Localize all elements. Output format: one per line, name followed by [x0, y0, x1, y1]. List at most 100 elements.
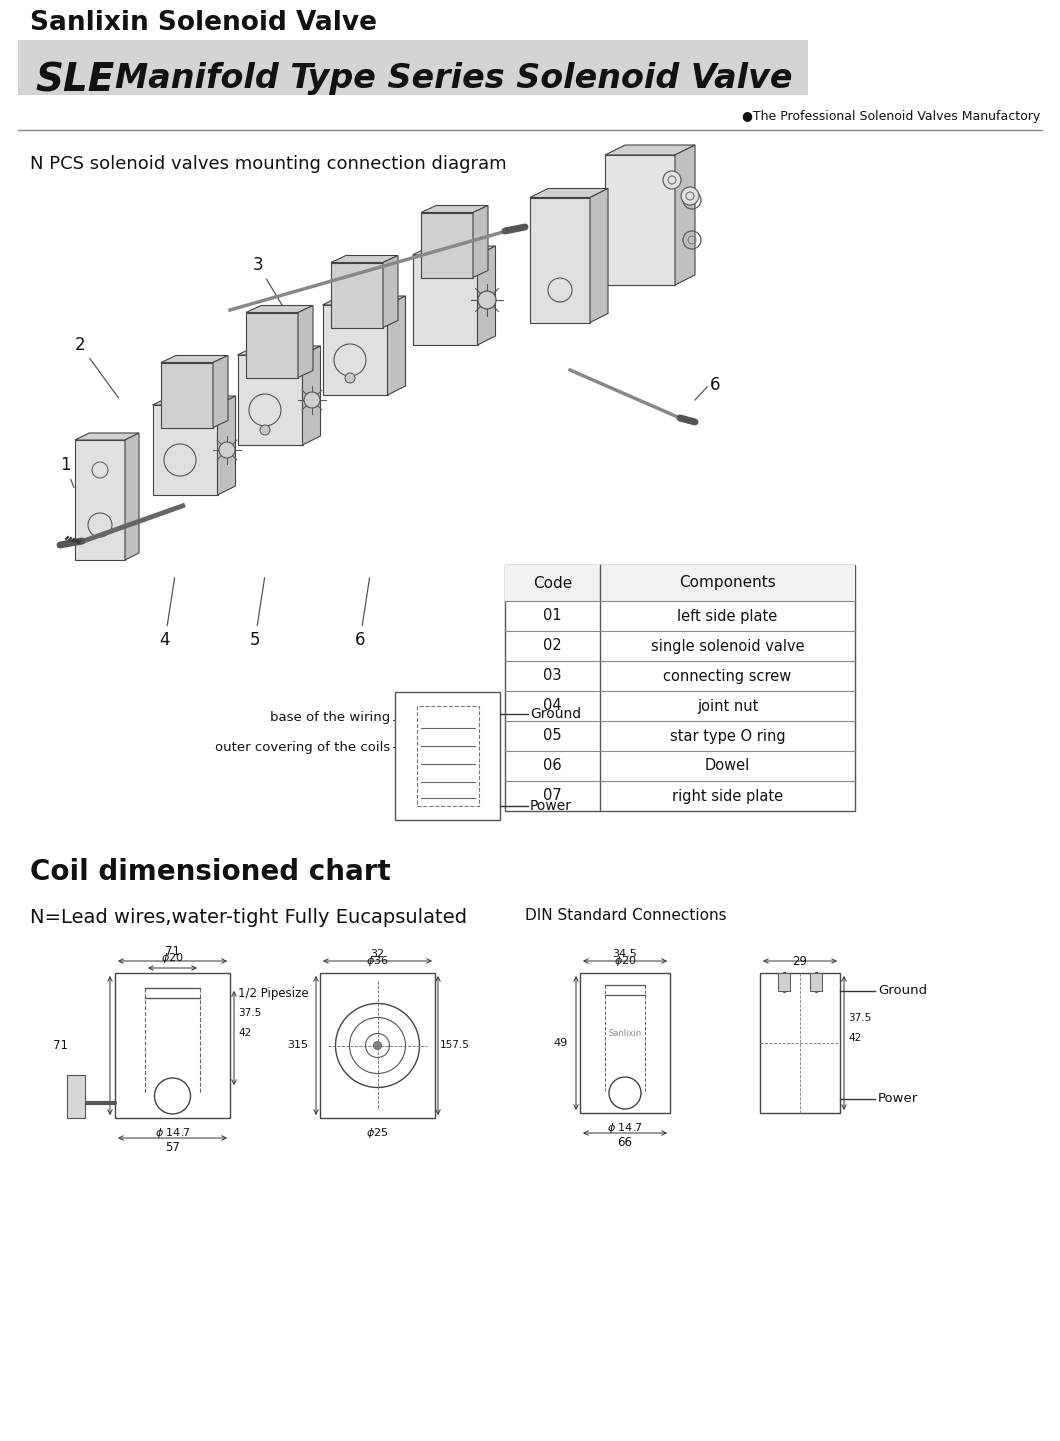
- Polygon shape: [322, 295, 406, 305]
- Polygon shape: [331, 262, 383, 327]
- Text: SLE: SLE: [35, 62, 114, 99]
- Circle shape: [373, 1042, 382, 1049]
- Text: Code: Code: [533, 575, 572, 591]
- Text: joint nut: joint nut: [696, 699, 758, 713]
- Text: 2: 2: [74, 336, 119, 398]
- Text: 34.5: 34.5: [613, 950, 637, 960]
- Polygon shape: [302, 346, 320, 445]
- Text: 6: 6: [355, 578, 370, 648]
- Polygon shape: [473, 206, 488, 278]
- Polygon shape: [125, 432, 139, 561]
- Polygon shape: [298, 305, 313, 378]
- Text: N=Lead wires,water-tight Fully Eucapsulated: N=Lead wires,water-tight Fully Eucapsula…: [30, 908, 467, 927]
- Text: 3: 3: [252, 256, 284, 307]
- Polygon shape: [237, 354, 302, 445]
- Text: 1/2 Pipesize: 1/2 Pipesize: [238, 987, 308, 1000]
- Polygon shape: [161, 363, 213, 428]
- Polygon shape: [322, 305, 388, 395]
- Text: 03: 03: [543, 669, 562, 683]
- Polygon shape: [75, 440, 125, 561]
- Text: Manifold Type Series Solenoid Valve: Manifold Type Series Solenoid Valve: [114, 62, 793, 95]
- Text: 71: 71: [165, 945, 180, 958]
- Bar: [778, 973, 790, 991]
- Bar: [18, 40, 808, 95]
- Text: $\phi$36: $\phi$36: [366, 954, 389, 968]
- Text: 32: 32: [370, 950, 385, 960]
- Polygon shape: [530, 197, 590, 323]
- Text: ●The Professional Solenoid Valves Manufactory: ●The Professional Solenoid Valves Manufa…: [742, 110, 1040, 122]
- Text: 315: 315: [287, 1040, 308, 1050]
- Polygon shape: [605, 146, 695, 156]
- Text: DIN Standard Connections: DIN Standard Connections: [525, 908, 726, 924]
- Circle shape: [681, 187, 699, 205]
- Bar: [67, 1075, 85, 1118]
- Text: 6: 6: [710, 376, 721, 393]
- Text: Coil dimensioned chart: Coil dimensioned chart: [30, 857, 391, 886]
- Text: outer covering of the coils: outer covering of the coils: [215, 741, 390, 754]
- Polygon shape: [477, 246, 495, 344]
- Polygon shape: [412, 246, 495, 255]
- Polygon shape: [75, 432, 139, 440]
- Circle shape: [304, 392, 320, 408]
- Circle shape: [662, 171, 681, 189]
- Text: $\phi$ 14.7: $\phi$ 14.7: [607, 1121, 643, 1136]
- Text: $\phi$20: $\phi$20: [614, 954, 636, 968]
- Text: left side plate: left side plate: [677, 608, 778, 624]
- Polygon shape: [153, 396, 235, 405]
- Bar: [760, 973, 840, 1112]
- Polygon shape: [675, 146, 695, 285]
- Text: 157.5: 157.5: [440, 1040, 470, 1050]
- Text: Ground: Ground: [878, 984, 928, 997]
- Polygon shape: [530, 189, 608, 197]
- Text: 1: 1: [59, 455, 74, 487]
- Polygon shape: [237, 346, 320, 354]
- Text: single solenoid valve: single solenoid valve: [651, 638, 805, 654]
- Circle shape: [260, 425, 270, 435]
- Text: 07: 07: [543, 788, 562, 804]
- Bar: [505, 565, 855, 811]
- Text: $\phi$ 14.7: $\phi$ 14.7: [155, 1125, 191, 1140]
- Polygon shape: [213, 356, 228, 428]
- Text: $\phi$25: $\phi$25: [367, 1125, 389, 1140]
- Text: Ground: Ground: [530, 708, 581, 720]
- Polygon shape: [421, 212, 473, 278]
- Polygon shape: [590, 189, 608, 323]
- Bar: [810, 973, 822, 991]
- Polygon shape: [161, 356, 228, 363]
- Text: base of the wiring: base of the wiring: [269, 710, 390, 723]
- Text: Power: Power: [878, 1092, 918, 1105]
- Bar: [417, 706, 479, 806]
- Text: Power: Power: [530, 798, 572, 813]
- Bar: [395, 692, 500, 820]
- Polygon shape: [605, 156, 675, 285]
- Text: Sanlixin: Sanlixin: [608, 1029, 641, 1038]
- Text: 37.5: 37.5: [238, 1009, 261, 1017]
- Circle shape: [219, 442, 235, 458]
- Text: star type O ring: star type O ring: [670, 729, 785, 744]
- Text: 4: 4: [160, 578, 175, 648]
- Text: 42: 42: [848, 1033, 861, 1043]
- Text: right side plate: right side plate: [672, 788, 783, 804]
- Bar: [114, 973, 230, 1118]
- Circle shape: [344, 373, 355, 383]
- Polygon shape: [217, 396, 235, 496]
- Text: 06: 06: [543, 758, 562, 774]
- Text: N PCS solenoid valves mounting connection diagram: N PCS solenoid valves mounting connectio…: [30, 156, 507, 173]
- Polygon shape: [388, 295, 406, 395]
- Polygon shape: [246, 313, 298, 378]
- Circle shape: [478, 291, 496, 308]
- Text: 42: 42: [238, 1027, 251, 1038]
- Polygon shape: [246, 305, 313, 313]
- Text: 5: 5: [250, 578, 265, 648]
- Text: Dowel: Dowel: [705, 758, 750, 774]
- Text: 05: 05: [543, 729, 562, 744]
- Polygon shape: [153, 405, 217, 496]
- Text: 49: 49: [553, 1038, 568, 1048]
- Text: Sanlixin Solenoid Valve: Sanlixin Solenoid Valve: [30, 10, 377, 36]
- Polygon shape: [331, 255, 398, 262]
- Text: 57: 57: [165, 1141, 180, 1154]
- Text: connecting screw: connecting screw: [664, 669, 792, 683]
- Bar: [580, 973, 670, 1112]
- Bar: [505, 565, 855, 601]
- Text: 66: 66: [618, 1136, 633, 1148]
